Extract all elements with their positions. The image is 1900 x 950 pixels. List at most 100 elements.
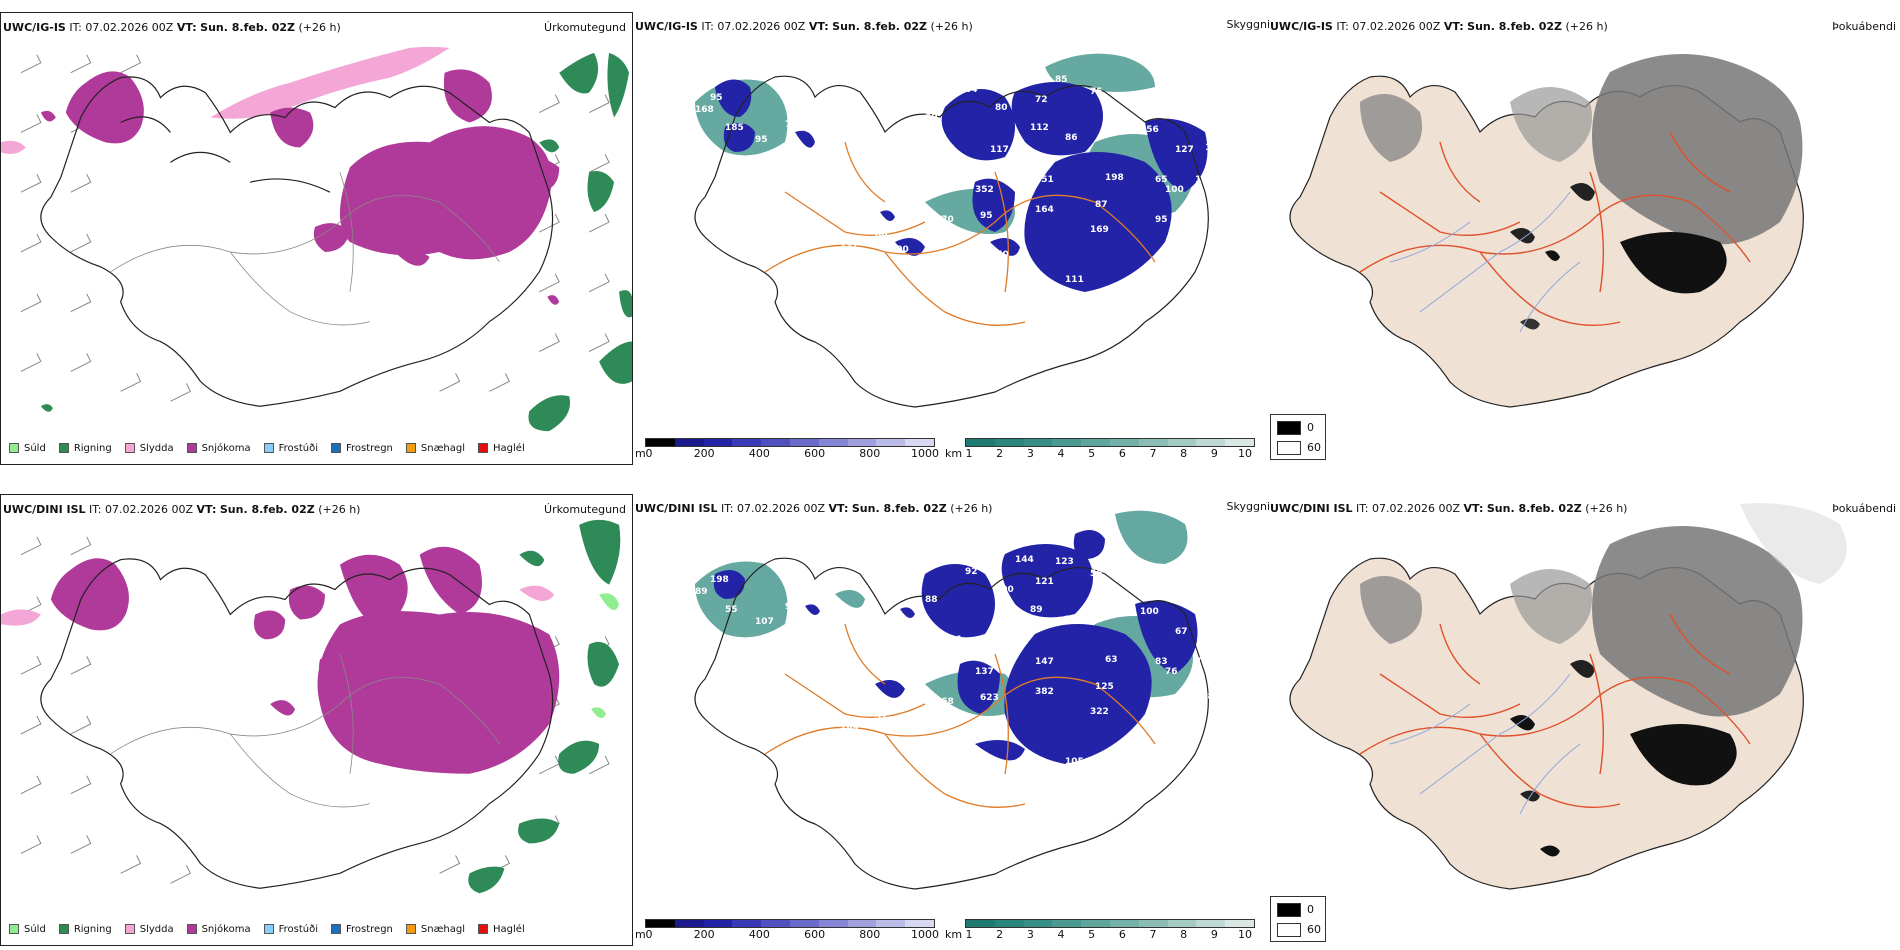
snow-depth-value: 90 — [753, 549, 766, 559]
precip-legend-item: Súld — [9, 924, 46, 935]
snow-depth-value: 63 — [1105, 655, 1118, 665]
legend-label: Súld — [24, 442, 46, 454]
snow-depth-labels: 95 208 12 168 185 95 78 104 103 30 64 136 72 85 75 80 11… — [695, 65, 1238, 315]
snow-colorbar-bin — [703, 920, 733, 927]
snow-depth-value: 30 — [925, 113, 938, 123]
legend-label: Haglél — [493, 923, 525, 935]
legend-swatch — [58, 924, 69, 934]
precip-panel-dini[interactable]: UWC/DINI ISL IT: 07.02.2026 00Z VT: Sun.… — [0, 494, 633, 946]
snow-depth-value: 382 — [1035, 687, 1054, 697]
snow-colorbar-bin — [905, 920, 934, 927]
fog-panel-igis[interactable]: UWC/IG-IS IT: 07.02.2026 00Z VT: Sun. 8.… — [1270, 12, 1900, 465]
snow-colorbar-tick: 800 — [859, 447, 881, 460]
snow-colorbar-strip — [645, 919, 935, 928]
snow-colorbar-tick: 200 — [693, 447, 715, 460]
legend-swatch — [405, 924, 416, 934]
visibility-panel-dini[interactable]: 198 18 90 89 55 107 91 123 82 88 92 144 121 123 56 100 8… — [635, 494, 1270, 946]
visibility-label: Skyggni — [1226, 18, 1270, 31]
vis-colorbar-tick: 3 — [1026, 928, 1034, 941]
precip-legend-item: Rigning — [58, 443, 112, 454]
vis-colorbar-tick: 7 — [1149, 928, 1157, 941]
vt-label: VT: — [1443, 20, 1464, 33]
snow-depth-value: 147 — [1035, 657, 1054, 667]
legend-swatch — [478, 924, 489, 934]
snow-colorbar-bin — [674, 439, 704, 446]
it-label: IT: — [89, 503, 102, 516]
vis-colorbar-bin — [1196, 920, 1226, 927]
snow-depth-value: 185 — [725, 123, 744, 133]
vis-colorbar-tick: 6 — [1118, 928, 1126, 941]
snow-depth-value: 55 — [725, 605, 738, 615]
fog-shading — [1360, 503, 1847, 857]
snow-depth-value: 322 — [1090, 707, 1109, 717]
snow-depth-value: 251 — [1035, 175, 1054, 185]
precip-legend-item: Slydda — [124, 443, 174, 454]
snow-depth-value: 113 — [1130, 787, 1149, 797]
snow-colorbar-tick: 400 — [748, 928, 770, 941]
snow-depth-value: 127 — [1155, 697, 1174, 707]
snow-depth-value: 75 — [1090, 87, 1103, 97]
snow-colorbar-bin — [847, 920, 877, 927]
precip-map-dini — [1, 519, 621, 894]
precip-panel-igis[interactable]: UWC/IG-IS IT: 07.02.2026 00Z VT: Sun. 8.… — [0, 12, 633, 465]
legend-label: Snjókoma — [201, 442, 251, 454]
vis-colorbar-bin — [1052, 920, 1082, 927]
precip-sleet — [1, 46, 450, 155]
snow-depth-value: 123 — [810, 647, 829, 657]
snow-depth-value: 169 — [1090, 225, 1109, 235]
snow-colorbar-bin — [818, 920, 848, 927]
fog-map-dini — [1289, 503, 1847, 890]
snow-colorbar-tick: 600 — [804, 447, 826, 460]
snow-depth-value: 250 — [990, 250, 1009, 260]
fog-legend-label: 0 — [1307, 903, 1314, 916]
visibility-panel-igis[interactable]: 95 208 12 168 185 95 78 104 103 30 64 136 72 85 75 80 11… — [635, 12, 1270, 465]
snow-colorbar-unit: m — [635, 928, 646, 941]
snow-depth-value: 89 — [695, 587, 708, 597]
it-value: 07.02.2026 00Z — [105, 503, 194, 516]
model-name: UWC/IG-IS — [1270, 20, 1333, 33]
vis-colorbar-tick: 9 — [1210, 928, 1218, 941]
legend-label: Snæhagl — [420, 442, 466, 454]
fog-panel-dini[interactable]: UWC/DINI ISL IT: 07.02.2026 00Z VT: Sun.… — [1270, 494, 1900, 946]
vis-colorbar-tick: 4 — [1057, 928, 1065, 941]
legend-swatch — [331, 443, 341, 453]
snow-depth-value: 91 — [785, 602, 798, 612]
snow-depth-value: 623 — [980, 693, 999, 703]
snow-depth-value: 94 — [1020, 275, 1033, 285]
vt-label: VT: — [808, 20, 829, 33]
snow-depth-value: 95 — [1155, 215, 1168, 225]
snow-depth-value: 121 — [1035, 577, 1054, 587]
legend-label: Frostúði — [278, 923, 318, 935]
vis-colorbar-tick: 5 — [1088, 447, 1096, 460]
snow-depth-value: 32 — [875, 712, 888, 722]
it-label: IT: — [69, 21, 82, 34]
legend-swatch — [124, 443, 135, 453]
fog-legend: 0 60 — [1270, 414, 1326, 460]
snow-depth-value: 88 — [925, 595, 938, 605]
map-title-igis-vis: UWC/IG-IS IT: 07.02.2026 00Z VT: Sun. 8.… — [635, 20, 973, 34]
snow-colorbar-bin — [646, 920, 675, 927]
iceland-roads — [1359, 131, 1751, 326]
precip-rain — [40, 52, 632, 432]
snow-depth-value: 156 — [1140, 125, 1159, 135]
legend-label: Frostúði — [278, 442, 318, 454]
it-value: 07.02.2026 00Z — [85, 21, 174, 34]
lead-time: (+26 h) — [1565, 20, 1608, 33]
snow-depth-value: 91 — [950, 635, 963, 645]
it-label: IT: — [1336, 20, 1349, 33]
snow-depth-value: 67 — [1175, 627, 1188, 637]
vis-colorbar-tick: 4 — [1057, 447, 1065, 460]
snow-depth-value: 104 — [840, 722, 859, 732]
visibility-label: Skyggni — [1226, 500, 1270, 513]
vis-colorbar-tick: 10 — [1238, 447, 1252, 460]
snow-depth-value: 100 — [1165, 185, 1184, 195]
snow-depth-value: 198 — [710, 575, 729, 585]
snow-depth-value: 83 — [1155, 657, 1168, 667]
snow-depth-value: 127 — [1175, 145, 1194, 155]
legend-label: Frostregn — [346, 442, 393, 454]
snow-depth-value: 125 — [1095, 682, 1114, 692]
snow-depth-value: 95 — [755, 135, 768, 145]
rivers — [1389, 191, 1581, 333]
iceland-roads — [110, 654, 500, 808]
snow-depth-value: 80 — [875, 230, 888, 240]
